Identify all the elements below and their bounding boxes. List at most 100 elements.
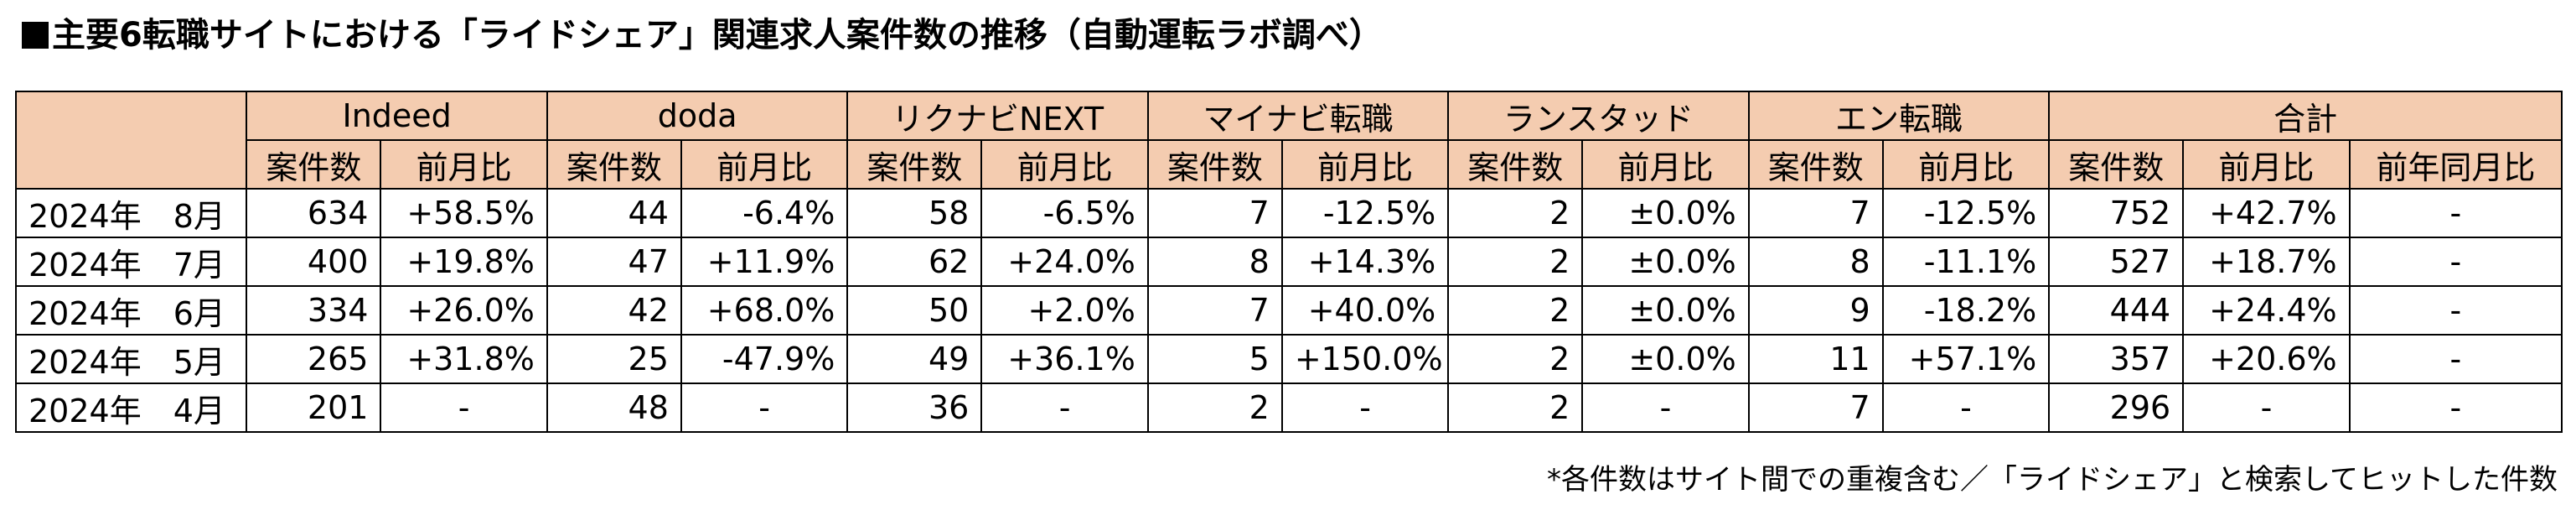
sub-header: 案件数 (1747, 139, 1884, 190)
count-cell: 334 (246, 285, 382, 336)
mom-cell: ±0.0% (1581, 188, 1750, 238)
count-cell: 7 (1146, 188, 1283, 238)
count-cell: 36 (846, 382, 983, 433)
count-cell: 752 (2048, 188, 2185, 238)
sub-header: 案件数 (1447, 139, 1584, 190)
mom-cell: - (1581, 382, 1750, 433)
table-row: 2024年 4月 201-48-36-2-2-7-296- - (14, 382, 2563, 433)
mom-cell: +24.4% (2182, 285, 2351, 336)
sub-header: 案件数 (1146, 139, 1283, 190)
footnote: *各件数はサイト間での重複含む／「ライドシェア」と検索してヒットした件数 (1547, 463, 2558, 497)
table-row: 2024年 8月 634 +58.5% 44 -6.4% 58 -6.5% 7 -12.5% 2 ±… (14, 188, 2563, 238)
mom-cell: +42.7% (2182, 188, 2351, 238)
sub-header: 前月比 (680, 139, 849, 190)
table-row: 2024年 7月 400 +19.8% 47 +11.9% 62 +24.0% 8 +14.3%… (14, 237, 2563, 287)
mom-cell: +26.0% (380, 285, 548, 336)
count-cell: 7 (1747, 382, 1884, 433)
count-cell: 44 (546, 188, 682, 238)
yoy-cell: - (2348, 382, 2563, 433)
mom-cell: - (980, 382, 1149, 433)
count-cell: 400 (246, 237, 382, 287)
mom-cell: +68.0% (680, 285, 849, 336)
group-header: doda (546, 91, 849, 141)
mom-cell: ±0.0% (1581, 237, 1750, 287)
period-cell: 2024年 6月 (14, 285, 248, 336)
count-cell: 357 (2048, 334, 2185, 384)
yoy-cell: - (2348, 285, 2563, 336)
sub-header-row: 案件数 前月比 案件数 前月比 案件数 前月比 案件数 前月比 案件数 前月比 … (16, 139, 2563, 190)
period-cell: 2024年 8月 (14, 188, 248, 238)
sub-header: 案件数 (546, 139, 682, 190)
mom-cell: ±0.0% (1581, 334, 1750, 384)
mom-cell: +58.5% (380, 188, 548, 238)
sub-header: 案件数 (846, 139, 983, 190)
count-cell: 42 (546, 285, 682, 336)
mom-cell: -6.5% (980, 188, 1149, 238)
count-cell: 2 (1146, 382, 1283, 433)
mom-cell: - (1280, 382, 1450, 433)
mom-cell: -11.1% (1881, 237, 2051, 287)
mom-cell: -47.9% (680, 334, 849, 384)
count-cell: 49 (846, 334, 983, 384)
group-header: エン転職 (1747, 91, 2051, 141)
mom-cell: - (2182, 382, 2351, 433)
count-cell: 265 (246, 334, 382, 384)
mom-cell: +24.0% (980, 237, 1149, 287)
group-header-row: Indeed doda リクナビNEXT マイナビ転職 ランスタッド エン転職 … (14, 91, 2563, 190)
sub-header: 前月比 (2182, 139, 2351, 190)
period-cell: 2024年 5月 (14, 334, 248, 384)
mom-cell: - (380, 382, 548, 433)
count-cell: 50 (846, 285, 983, 336)
mom-cell: -12.5% (1280, 188, 1450, 238)
count-cell: 634 (246, 188, 382, 238)
mom-cell: +2.0% (980, 285, 1149, 336)
count-cell: 2 (1447, 334, 1584, 384)
period-cell: 2024年 7月 (14, 237, 248, 287)
count-cell: 25 (546, 334, 682, 384)
title-text: 主要6転職サイトにおける「ライドシェア」関連求人案件数の推移（自動運転ラボ調べ） (52, 16, 1383, 55)
table-row: 2024年 6月 334 +26.0% 42 +68.0% 50 +2.0% 7 +40.0% 2… (14, 285, 2563, 336)
mom-cell: +14.3% (1280, 237, 1450, 287)
count-cell: 8 (1146, 237, 1283, 287)
count-cell: 2 (1447, 382, 1584, 433)
mom-cell: - (1881, 382, 2051, 433)
group-header: 合計 (2048, 91, 2563, 141)
sub-header: 前月比 (980, 139, 1149, 190)
sub-header: 案件数 (2048, 139, 2185, 190)
count-cell: 2 (1447, 237, 1584, 287)
mom-cell: +150.0% (1280, 334, 1450, 384)
sub-header: 前月比 (1581, 139, 1750, 190)
count-cell: 11 (1747, 334, 1884, 384)
mom-cell: -12.5% (1881, 188, 2051, 238)
sub-header: 前年同月比 (2348, 139, 2563, 190)
yoy-cell: - (2348, 237, 2563, 287)
mom-cell: -6.4% (680, 188, 849, 238)
count-cell: 7 (1747, 188, 1884, 238)
count-cell: 2 (1447, 188, 1584, 238)
mom-cell: +18.7% (2182, 237, 2351, 287)
table-body: 2024年 8月 634 +58.5% 44 -6.4% 58 -6.5% 7 -12.5% 2 ±… (14, 188, 2563, 433)
mom-cell: +20.6% (2182, 334, 2351, 384)
yoy-cell: - (2348, 188, 2563, 238)
count-cell: 444 (2048, 285, 2185, 336)
count-cell: 296 (2048, 382, 2185, 433)
mom-cell: ±0.0% (1581, 285, 1750, 336)
sub-header: 前月比 (1881, 139, 2051, 190)
mom-cell: +11.9% (680, 237, 849, 287)
page-title: 主要6転職サイトにおける「ライドシェア」関連求人案件数の推移（自動運転ラボ調べ） (22, 12, 1383, 59)
group-header: ランスタッド (1447, 91, 1750, 141)
job-listings-table: Indeed doda リクナビNEXT マイナビ転職 ランスタッド エン転職 … (14, 91, 2563, 433)
period-cell: 2024年 4月 (14, 382, 248, 433)
sub-header: 案件数 (246, 139, 382, 190)
count-cell: 9 (1747, 285, 1884, 336)
mom-cell: +36.1% (980, 334, 1149, 384)
table-row: 2024年 5月 265 +31.8% 25 -47.9% 49 +36.1% 5 +150.0… (14, 334, 2563, 384)
group-header: Indeed (246, 91, 548, 141)
count-cell: 7 (1146, 285, 1283, 336)
count-cell: 527 (2048, 237, 2185, 287)
corner-header (14, 91, 248, 190)
count-cell: 62 (846, 237, 983, 287)
count-cell: 58 (846, 188, 983, 238)
mom-cell: +19.8% (380, 237, 548, 287)
count-cell: 8 (1747, 237, 1884, 287)
